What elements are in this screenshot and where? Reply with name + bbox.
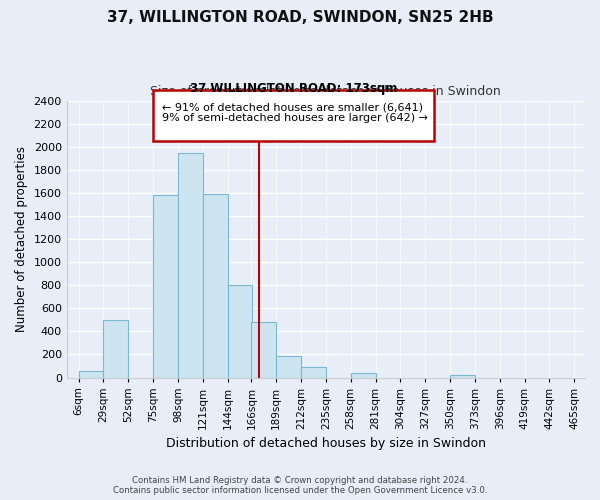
- Text: Contains HM Land Registry data © Crown copyright and database right 2024.
Contai: Contains HM Land Registry data © Crown c…: [113, 476, 487, 495]
- Text: 9% of semi-detached houses are larger (642) →: 9% of semi-detached houses are larger (6…: [161, 113, 428, 123]
- X-axis label: Distribution of detached houses by size in Swindon: Distribution of detached houses by size …: [166, 437, 486, 450]
- Text: ← 91% of detached houses are smaller (6,641): ← 91% of detached houses are smaller (6,…: [161, 102, 422, 112]
- Bar: [450, 375, 475, 378]
- Text: 37, WILLINGTON ROAD, SWINDON, SN25 2HB: 37, WILLINGTON ROAD, SWINDON, SN25 2HB: [107, 10, 493, 25]
- Bar: [227, 286, 253, 378]
- Text: 37 WILLINGTON ROAD: 173sqm: 37 WILLINGTON ROAD: 173sqm: [190, 82, 397, 96]
- Bar: [178, 153, 203, 378]
- FancyBboxPatch shape: [153, 90, 434, 141]
- Bar: [203, 194, 227, 378]
- Bar: [350, 374, 376, 378]
- Bar: [301, 367, 326, 378]
- Y-axis label: Number of detached properties: Number of detached properties: [15, 146, 28, 332]
- Bar: [276, 356, 301, 378]
- Bar: [153, 196, 178, 378]
- Bar: [251, 322, 276, 378]
- Bar: [79, 371, 103, 378]
- Bar: [103, 320, 128, 378]
- Title: Size of property relative to detached houses in Swindon: Size of property relative to detached ho…: [151, 86, 501, 98]
